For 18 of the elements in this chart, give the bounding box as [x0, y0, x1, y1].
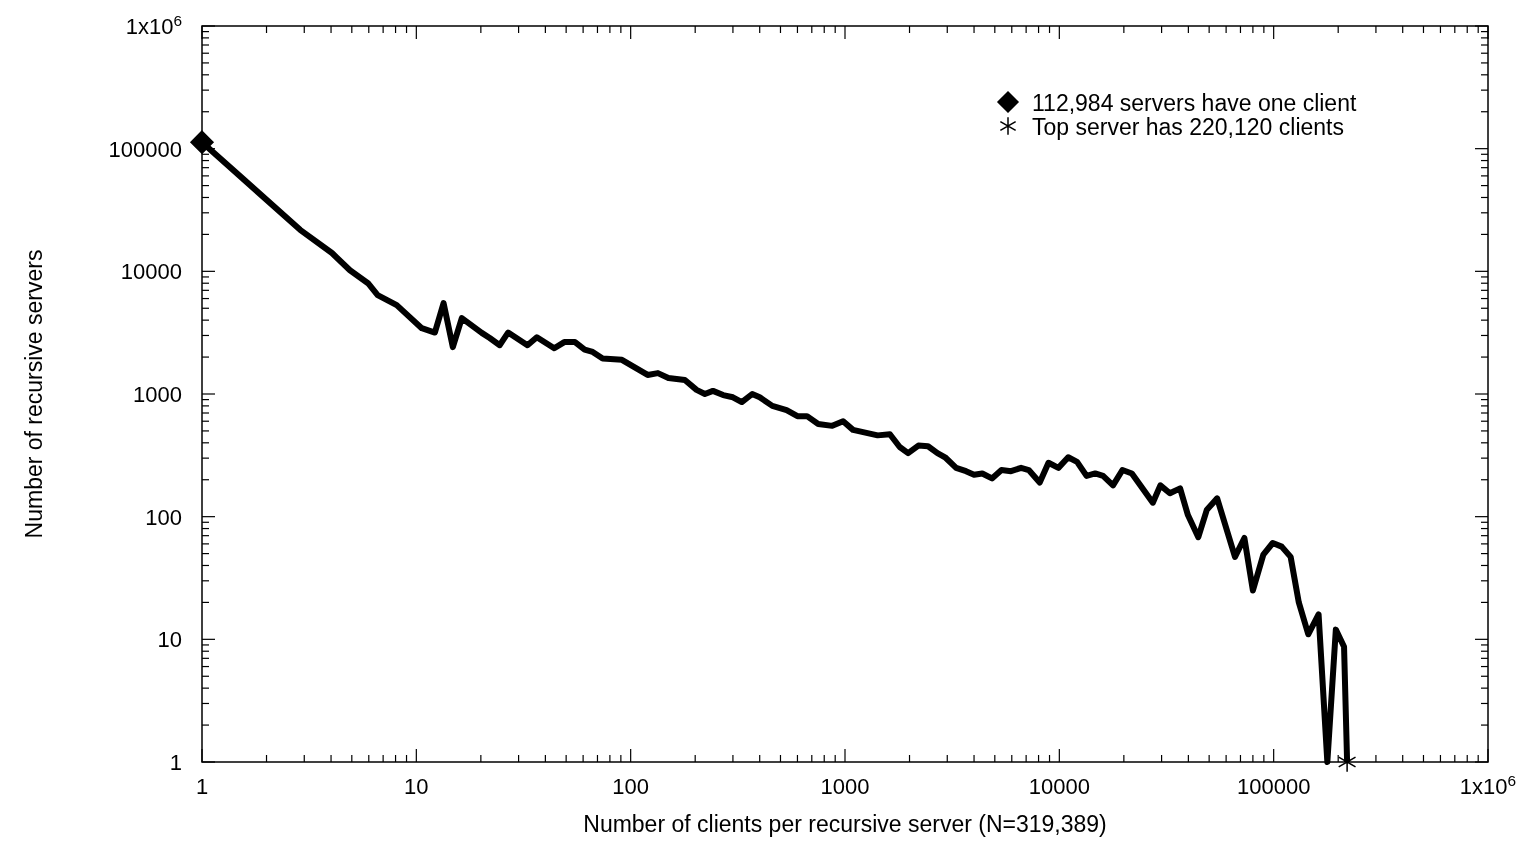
y-tick-label: 1: [169, 750, 182, 775]
y-tick-label: 100000: [108, 136, 182, 162]
legend-label: Top server has 220,120 clients: [1032, 114, 1344, 140]
x-tick-label: 1x10$^{6}$: [1459, 771, 1517, 799]
x-tick-label: 1: [195, 774, 209, 799]
y-tick-label: 100: [145, 504, 182, 530]
y-tick-label: 1x10$^{6}$: [125, 11, 182, 39]
x-tick-label: 100000: [1236, 774, 1311, 799]
x-tick-label: 10: [404, 774, 429, 799]
y-tick-label: 10: [157, 627, 182, 653]
x-axis-title: Number of clients per recursive server (N=319,389): [583, 811, 1107, 837]
y-tick-label: 1000: [133, 382, 182, 407]
x-tick-label: 100: [612, 774, 650, 799]
x-tick-label: 10000: [1028, 774, 1090, 799]
y-tick-label: 10000: [120, 259, 182, 285]
legend-label: 112,984 servers have one client: [1032, 90, 1357, 116]
x-tick-label: 1000: [820, 774, 870, 799]
y-axis-title: Number of recursive servers: [21, 249, 47, 539]
